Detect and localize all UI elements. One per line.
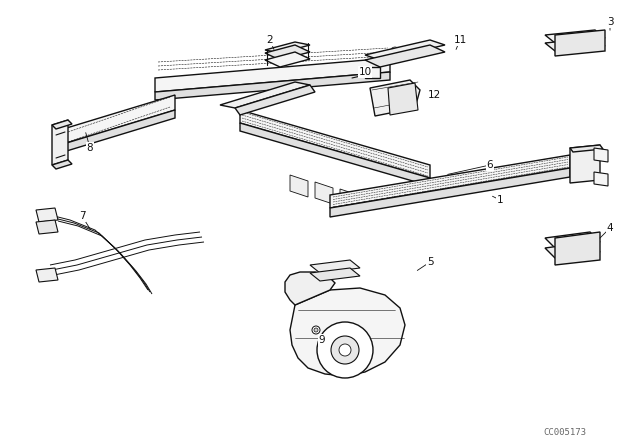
Text: 10: 10: [358, 67, 372, 77]
Polygon shape: [265, 52, 310, 67]
Text: 8: 8: [86, 143, 93, 153]
Text: CC005173: CC005173: [543, 427, 586, 436]
Circle shape: [295, 183, 303, 191]
Polygon shape: [310, 260, 360, 273]
Circle shape: [317, 322, 373, 378]
Circle shape: [570, 243, 580, 253]
Polygon shape: [155, 58, 390, 92]
Text: 11: 11: [453, 35, 467, 45]
Polygon shape: [330, 155, 570, 208]
Circle shape: [390, 47, 400, 57]
Polygon shape: [265, 42, 310, 53]
Polygon shape: [594, 148, 608, 162]
Polygon shape: [36, 268, 58, 282]
Text: 3: 3: [607, 17, 613, 27]
Polygon shape: [285, 272, 335, 305]
Text: 7: 7: [79, 211, 85, 221]
Polygon shape: [545, 232, 600, 248]
Circle shape: [314, 328, 318, 332]
Polygon shape: [555, 30, 605, 56]
Polygon shape: [570, 145, 600, 183]
Text: 2: 2: [267, 35, 273, 45]
Circle shape: [331, 336, 359, 364]
Text: 6: 6: [486, 160, 493, 170]
Polygon shape: [155, 72, 390, 100]
Polygon shape: [290, 175, 308, 197]
Polygon shape: [265, 45, 310, 60]
Circle shape: [339, 344, 351, 356]
Polygon shape: [52, 160, 72, 169]
Polygon shape: [594, 172, 608, 186]
Polygon shape: [370, 80, 420, 116]
Polygon shape: [330, 168, 570, 217]
Polygon shape: [315, 182, 333, 204]
Polygon shape: [555, 232, 600, 265]
Circle shape: [563, 37, 573, 47]
Polygon shape: [240, 123, 430, 186]
Circle shape: [580, 35, 590, 45]
Polygon shape: [340, 189, 358, 211]
Polygon shape: [220, 82, 310, 108]
Circle shape: [320, 190, 328, 198]
Polygon shape: [545, 242, 600, 258]
Polygon shape: [365, 67, 380, 78]
Polygon shape: [52, 120, 72, 129]
Polygon shape: [240, 110, 430, 178]
Polygon shape: [365, 45, 445, 67]
Polygon shape: [290, 288, 405, 376]
Text: 4: 4: [607, 223, 613, 233]
Polygon shape: [310, 268, 360, 281]
Text: 5: 5: [427, 257, 433, 267]
Polygon shape: [365, 40, 445, 60]
Polygon shape: [388, 83, 418, 115]
Circle shape: [345, 197, 353, 205]
Polygon shape: [60, 95, 175, 145]
Circle shape: [312, 326, 320, 334]
Polygon shape: [36, 208, 58, 222]
Polygon shape: [60, 110, 175, 153]
Polygon shape: [570, 145, 603, 152]
Polygon shape: [235, 85, 315, 115]
Text: 1: 1: [497, 195, 503, 205]
Polygon shape: [545, 30, 605, 43]
Circle shape: [410, 44, 420, 54]
Polygon shape: [545, 38, 605, 51]
Circle shape: [563, 236, 587, 260]
Text: 9: 9: [319, 335, 325, 345]
Polygon shape: [52, 120, 68, 165]
Text: 12: 12: [428, 90, 440, 100]
Polygon shape: [36, 220, 58, 234]
